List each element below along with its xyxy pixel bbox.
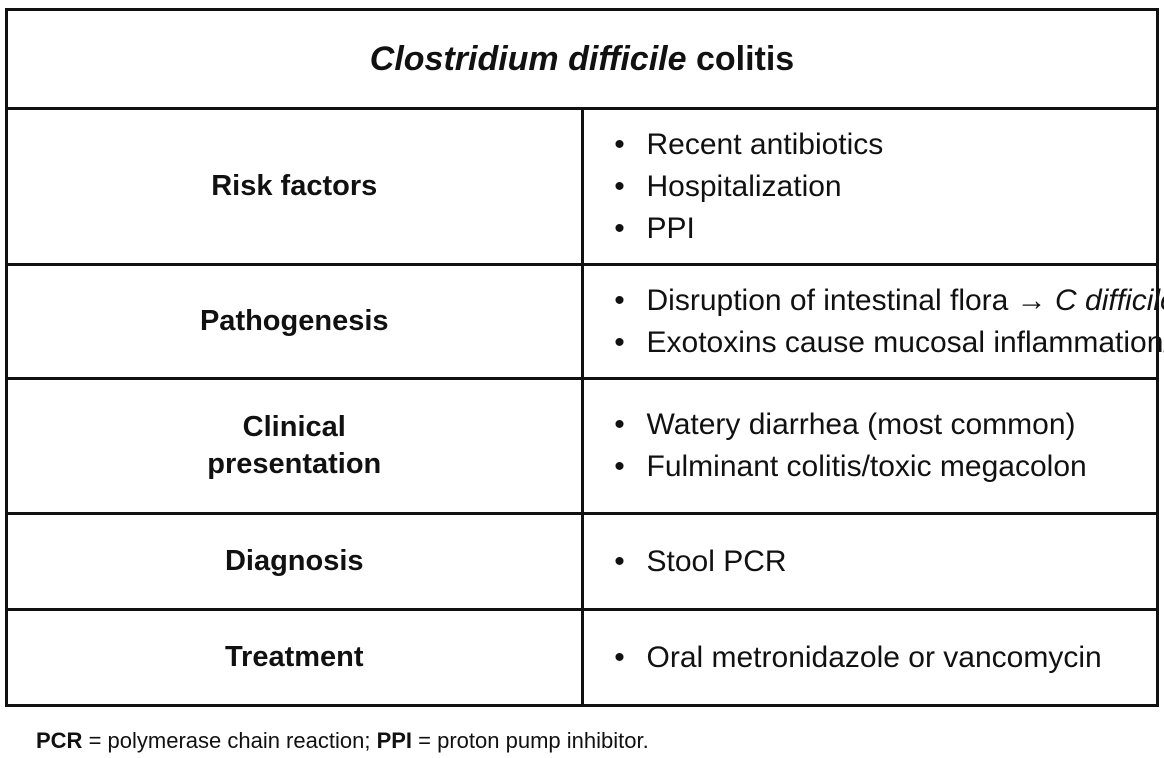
table-title-plain: colitis bbox=[686, 39, 795, 78]
bullet-icon: • bbox=[614, 544, 625, 578]
bullet-icon: • bbox=[614, 211, 625, 245]
list-item-text: Recent antibiotics bbox=[646, 127, 884, 161]
list-item: • Oral metronidazole or vancomycin bbox=[610, 637, 1157, 679]
table-title-row: Clostridium difficile colitis bbox=[5, 8, 1159, 110]
bullet-icon: • bbox=[614, 640, 625, 674]
list-item: • Recent antibiotics bbox=[610, 124, 1157, 166]
row-content-clinical-presentation: • Watery diarrhea (most common) • Fulminan… bbox=[580, 377, 1159, 515]
list-item-text-before: Disruption of intestinal flora → bbox=[646, 283, 1056, 317]
footnote-definition: = proton pump inhibitor. bbox=[412, 728, 649, 753]
footnote-abbreviation: PCR bbox=[36, 728, 83, 753]
list-item-text: Exotoxins cause mucosal inflammation/inj… bbox=[646, 325, 1164, 359]
row-label-risk-factors: Risk factors bbox=[5, 107, 584, 266]
summary-table: Clostridium difficile colitis Risk facto… bbox=[5, 8, 1164, 707]
row-label-line: Clinical bbox=[242, 411, 346, 443]
table-row: Diagnosis • Stool PCR bbox=[5, 512, 1159, 611]
list-item: • Disruption of intestinal flora → C diff… bbox=[610, 280, 1164, 322]
table-row: Pathogenesis • Disruption of intestinal f… bbox=[5, 263, 1164, 380]
table-title-italic: Clostridium difficile bbox=[369, 39, 687, 78]
list-item: • PPI bbox=[610, 208, 1157, 250]
bullet-icon: • bbox=[614, 283, 625, 317]
list-item: • Fulminant colitis/toxic megacolon bbox=[610, 446, 1157, 488]
row-content-risk-factors: • Recent antibiotics • Hospitalization • PP… bbox=[580, 107, 1159, 266]
row-content-treatment: • Oral metronidazole or vancomycin bbox=[580, 608, 1159, 707]
table-row: Risk factors • Recent antibiotics • Hospit… bbox=[5, 107, 1159, 266]
list-item: • Stool PCR bbox=[610, 541, 1157, 583]
list-item-text: PPI bbox=[646, 211, 695, 245]
table-row: Treatment • Oral metronidazole or vancomy… bbox=[5, 608, 1159, 707]
bullet-icon: • bbox=[614, 169, 625, 203]
row-label-treatment: Treatment bbox=[5, 608, 584, 707]
list-item-text-italic: C difficile bbox=[1055, 283, 1164, 317]
table-row: Clinical presentation • Watery diarrhea (m… bbox=[5, 377, 1159, 515]
list-item-text: Stool PCR bbox=[646, 544, 787, 578]
list-item-text: Hospitalization bbox=[646, 169, 842, 203]
footnote-definition: = polymerase chain reaction; bbox=[82, 728, 377, 753]
list-item-text: Fulminant colitis/toxic megacolon bbox=[646, 450, 1087, 483]
list-item-text: Oral metronidazole or vancomycin bbox=[646, 640, 1102, 674]
footnote-abbreviation: PPI bbox=[376, 728, 413, 753]
list-item-text: Watery diarrhea (most common) bbox=[646, 408, 1076, 441]
row-label-clinical-presentation: Clinical presentation bbox=[5, 377, 584, 515]
row-label-diagnosis: Diagnosis bbox=[5, 512, 584, 611]
footnote: PCR = polymerase chain reaction; PPI = p… bbox=[36, 728, 649, 754]
list-item: • Exotoxins cause mucosal inflammation/in… bbox=[610, 322, 1164, 364]
row-content-diagnosis: • Stool PCR bbox=[580, 512, 1159, 611]
bullet-icon: • bbox=[614, 408, 625, 441]
list-item: • Watery diarrhea (most common) bbox=[610, 404, 1157, 446]
row-content-pathogenesis: • Disruption of intestinal flora → C diff… bbox=[580, 263, 1164, 380]
row-label-pathogenesis: Pathogenesis bbox=[5, 263, 584, 380]
bullet-icon: • bbox=[614, 325, 625, 359]
bullet-icon: • bbox=[614, 127, 625, 161]
row-label-line: presentation bbox=[207, 448, 382, 480]
list-item: • Hospitalization bbox=[610, 166, 1157, 208]
bullet-icon: • bbox=[614, 450, 625, 483]
table-title: Clostridium difficile colitis bbox=[5, 8, 1159, 110]
